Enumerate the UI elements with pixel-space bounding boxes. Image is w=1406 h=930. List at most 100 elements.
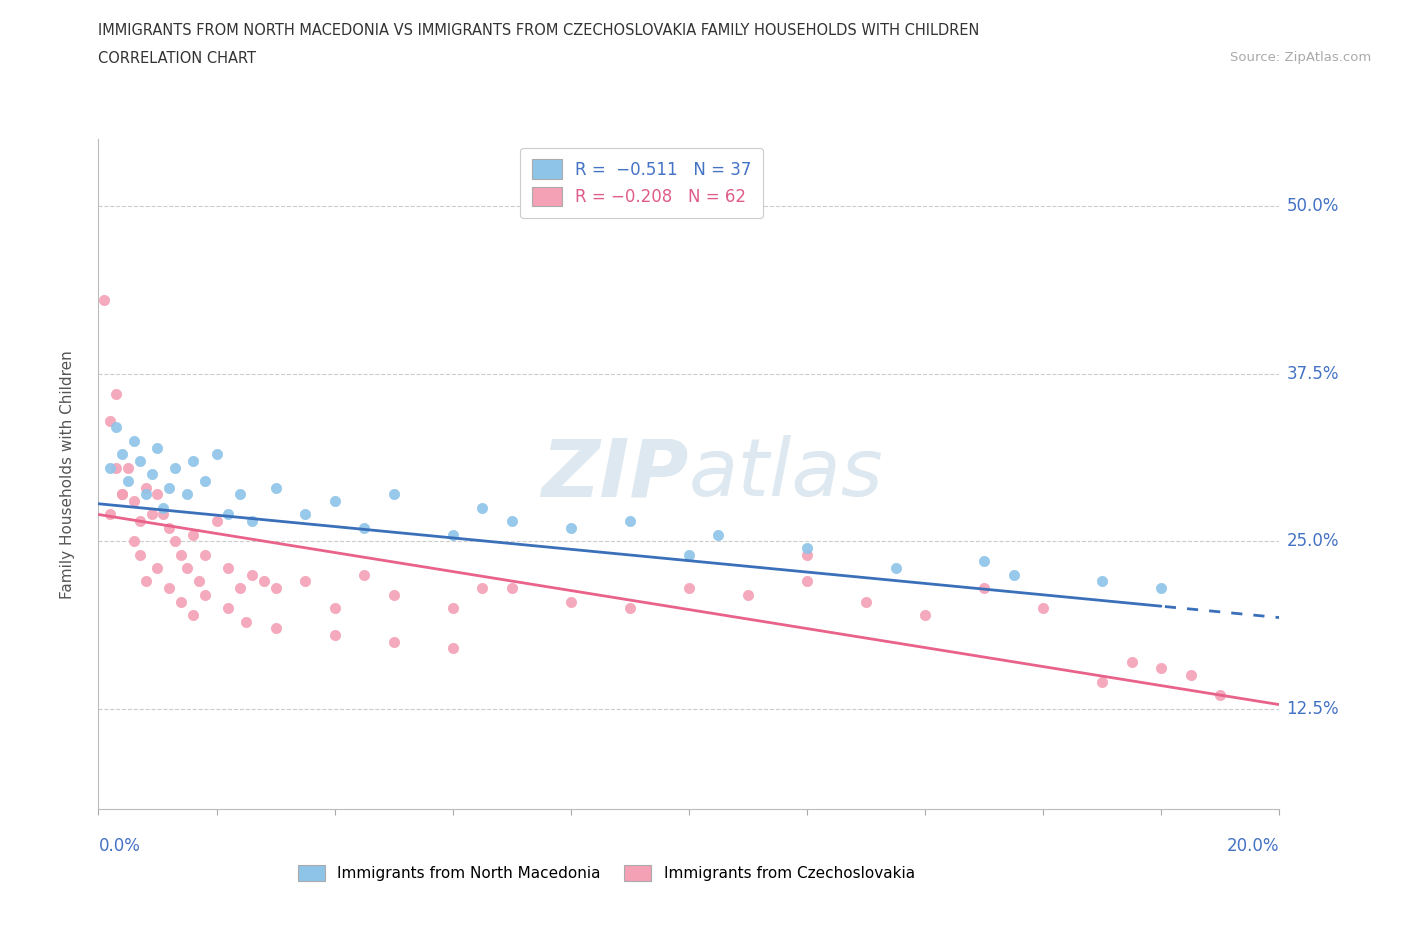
Point <box>382 588 405 603</box>
Point <box>194 473 217 488</box>
Point <box>122 494 145 509</box>
Point <box>117 460 139 475</box>
Text: 20.0%: 20.0% <box>1227 837 1279 855</box>
Point <box>187 574 209 589</box>
Point <box>152 500 174 515</box>
Point <box>619 513 641 528</box>
Point <box>1091 674 1114 689</box>
Point <box>1150 580 1173 595</box>
Point <box>264 580 287 595</box>
Point <box>170 547 193 562</box>
Point <box>122 534 145 549</box>
Point <box>914 607 936 622</box>
Point <box>1180 668 1202 683</box>
Point <box>111 487 134 502</box>
Point <box>128 454 150 469</box>
Point <box>146 487 169 502</box>
Text: 12.5%: 12.5% <box>1286 699 1339 718</box>
Text: ZIP: ZIP <box>541 435 689 513</box>
Point <box>217 601 239 616</box>
Point <box>678 547 700 562</box>
Point <box>135 574 157 589</box>
Point <box>141 467 163 482</box>
Point <box>217 561 239 576</box>
Point <box>135 487 157 502</box>
Point <box>105 387 128 402</box>
Point <box>93 293 115 308</box>
Point <box>501 513 523 528</box>
Point <box>264 621 287 636</box>
Point <box>176 487 198 502</box>
Point <box>98 507 121 522</box>
Point <box>501 580 523 595</box>
Point <box>181 607 204 622</box>
Point <box>105 420 128 435</box>
Point <box>1209 688 1232 703</box>
Point <box>353 521 375 536</box>
Point <box>619 601 641 616</box>
Point <box>128 513 150 528</box>
Point <box>323 494 346 509</box>
Point <box>165 460 187 475</box>
Point <box>217 507 239 522</box>
Point <box>98 413 121 428</box>
Point <box>152 507 174 522</box>
Point <box>1032 601 1054 616</box>
Text: 0.0%: 0.0% <box>98 837 141 855</box>
Text: Source: ZipAtlas.com: Source: ZipAtlas.com <box>1230 51 1371 64</box>
Point <box>441 601 464 616</box>
Point <box>441 527 464 542</box>
Point <box>884 561 907 576</box>
Point <box>157 580 180 595</box>
Point <box>141 507 163 522</box>
Point <box>707 527 730 542</box>
Point <box>471 580 494 595</box>
Point <box>382 487 405 502</box>
Point <box>1091 574 1114 589</box>
Point <box>181 527 204 542</box>
Point <box>294 507 316 522</box>
Point <box>205 513 228 528</box>
Point <box>294 574 316 589</box>
Point <box>98 460 121 475</box>
Y-axis label: Family Households with Children: Family Households with Children <box>60 350 75 599</box>
Point <box>205 446 228 461</box>
Point <box>117 473 139 488</box>
Point <box>146 561 169 576</box>
Point <box>1150 661 1173 676</box>
Point <box>253 574 276 589</box>
Point <box>194 588 217 603</box>
Point <box>796 540 818 555</box>
Point <box>323 628 346 643</box>
Point <box>135 480 157 495</box>
Text: 50.0%: 50.0% <box>1286 197 1339 216</box>
Text: CORRELATION CHART: CORRELATION CHART <box>98 51 256 66</box>
Point <box>471 500 494 515</box>
Point <box>973 580 995 595</box>
Point <box>111 446 134 461</box>
Point <box>796 574 818 589</box>
Point <box>678 580 700 595</box>
Point <box>240 513 263 528</box>
Point <box>122 433 145 448</box>
Point <box>128 547 150 562</box>
Point <box>560 521 582 536</box>
Point <box>176 561 198 576</box>
Point <box>111 487 134 502</box>
Point <box>737 588 759 603</box>
Text: IMMIGRANTS FROM NORTH MACEDONIA VS IMMIGRANTS FROM CZECHOSLOVAKIA FAMILY HOUSEHO: IMMIGRANTS FROM NORTH MACEDONIA VS IMMIG… <box>98 23 980 38</box>
Point <box>855 594 877 609</box>
Point <box>796 547 818 562</box>
Point <box>105 460 128 475</box>
Text: atlas: atlas <box>689 435 884 513</box>
Legend: Immigrants from North Macedonia, Immigrants from Czechoslovakia: Immigrants from North Macedonia, Immigra… <box>290 857 922 888</box>
Point <box>1121 655 1143 670</box>
Point <box>353 567 375 582</box>
Point <box>240 567 263 582</box>
Point <box>382 634 405 649</box>
Point <box>323 601 346 616</box>
Point <box>229 580 252 595</box>
Point <box>146 440 169 455</box>
Point <box>229 487 252 502</box>
Text: 37.5%: 37.5% <box>1286 365 1339 383</box>
